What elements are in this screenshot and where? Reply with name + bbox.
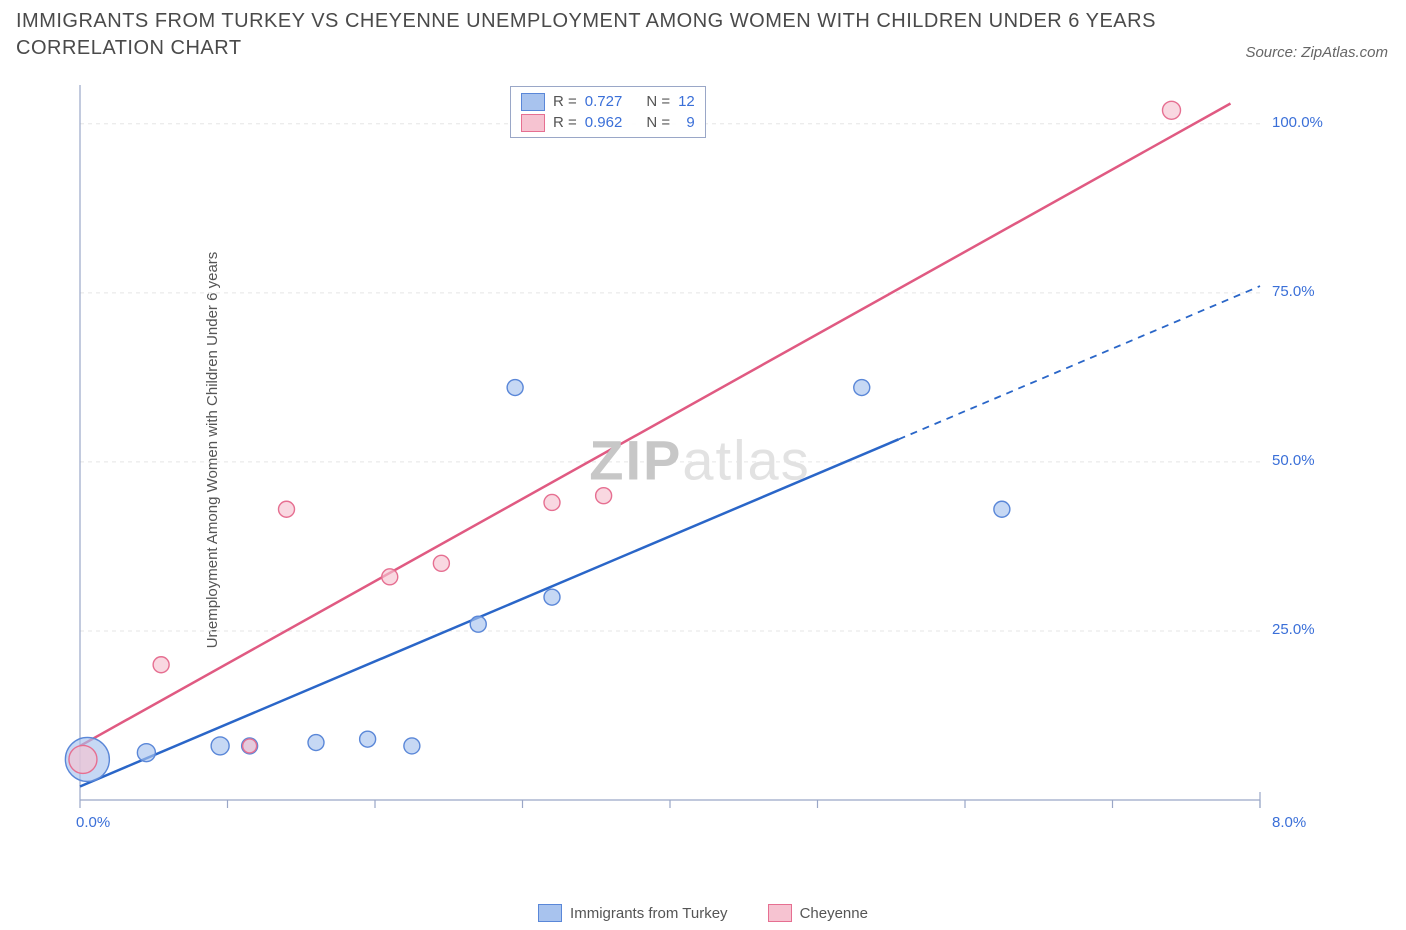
legend-swatch-b xyxy=(768,904,792,922)
stats-legend-row-a: R = 0.727 N = 12 xyxy=(521,91,695,112)
y-tick-label: 75.0% xyxy=(1272,283,1315,300)
y-tick-label: 25.0% xyxy=(1272,621,1315,638)
n-label: N = xyxy=(646,91,670,112)
r-label: R = xyxy=(553,91,577,112)
chart-title: IMMIGRANTS FROM TURKEY VS CHEYENNE UNEMP… xyxy=(16,8,1226,62)
n-label: N = xyxy=(646,112,670,133)
legend-swatch-a xyxy=(538,904,562,922)
series-legend-item-a: Immigrants from Turkey xyxy=(538,904,728,922)
r-value-b: 0.962 xyxy=(585,112,623,133)
plot-area: ZIPatlas R = 0.727 N = 12 R = 0.962 N = … xyxy=(70,80,1330,840)
plot-svg xyxy=(70,80,1330,840)
series-a-label: Immigrants from Turkey xyxy=(570,905,728,922)
series-legend-item-b: Cheyenne xyxy=(768,904,868,922)
legend-swatch-a xyxy=(521,93,545,111)
y-tick-label: 50.0% xyxy=(1272,452,1315,469)
chart-container: IMMIGRANTS FROM TURKEY VS CHEYENNE UNEMP… xyxy=(0,0,1406,930)
stats-legend-row-b: R = 0.962 N = 9 xyxy=(521,112,695,133)
series-legend: Immigrants from Turkey Cheyenne xyxy=(0,904,1406,922)
series-b-label: Cheyenne xyxy=(800,905,868,922)
r-value-a: 0.727 xyxy=(585,91,623,112)
x-tick-label: 8.0% xyxy=(1272,814,1306,831)
stats-legend: R = 0.727 N = 12 R = 0.962 N = 9 xyxy=(510,86,706,138)
n-value-a: 12 xyxy=(678,91,695,112)
y-tick-label: 100.0% xyxy=(1272,114,1323,131)
x-tick-label: 0.0% xyxy=(76,814,110,831)
legend-swatch-b xyxy=(521,114,545,132)
n-value-b: 9 xyxy=(678,112,695,133)
r-label: R = xyxy=(553,112,577,133)
source-label: Source: ZipAtlas.com xyxy=(1245,44,1388,61)
